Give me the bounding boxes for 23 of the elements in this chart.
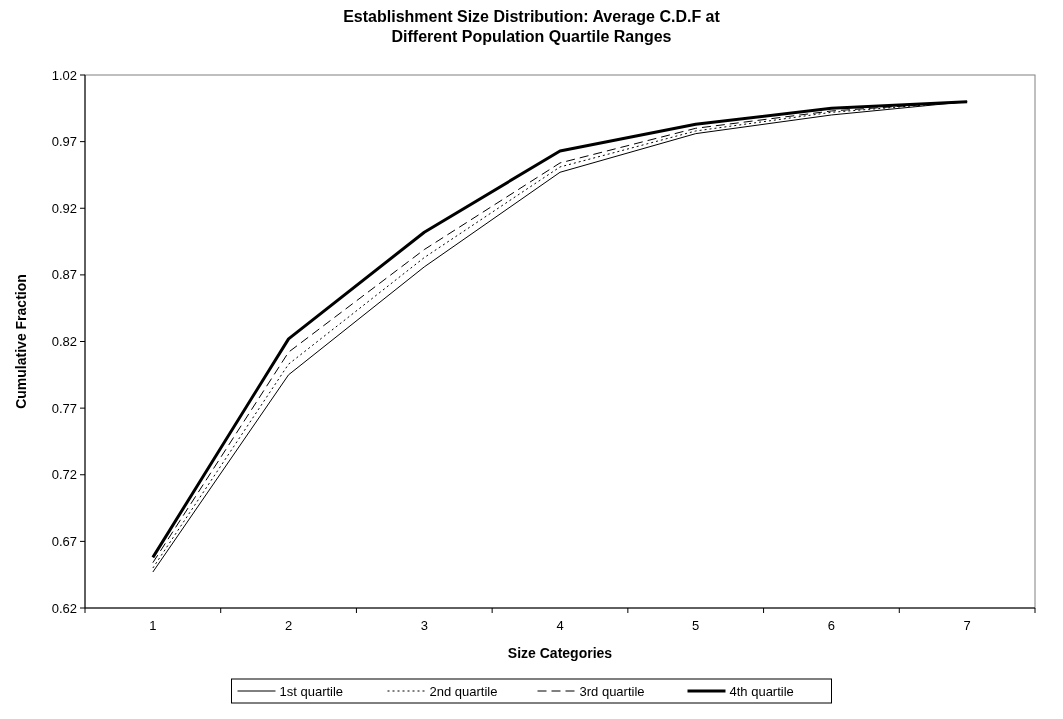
y-tick-label: 0.77 bbox=[51, 400, 77, 416]
y-tick-label: 0.97 bbox=[51, 134, 77, 150]
legend-label: 1st quartile bbox=[279, 683, 344, 699]
x-tick-label: 4 bbox=[556, 618, 564, 633]
y-tick-label: 0.87 bbox=[51, 267, 77, 283]
y-axis-title: Cumulative Fraction bbox=[13, 274, 29, 409]
x-axis-title: Size Categories bbox=[507, 645, 613, 661]
y-tick-label: 0.72 bbox=[51, 467, 77, 483]
x-tick-label: 2 bbox=[284, 618, 293, 633]
y-tick-label: 0.92 bbox=[51, 200, 77, 216]
y-tick-label: 1.02 bbox=[51, 67, 77, 83]
legend-label: 3rd quartile bbox=[579, 683, 645, 699]
x-tick-label: 7 bbox=[963, 618, 971, 633]
y-tick-label: 0.67 bbox=[51, 533, 77, 549]
y-tick-label: 0.62 bbox=[51, 600, 77, 616]
x-tick-label: 5 bbox=[692, 618, 700, 633]
y-tick-label: 0.82 bbox=[51, 334, 77, 350]
x-tick-label: 1 bbox=[149, 618, 157, 633]
x-tick-label: 3 bbox=[420, 618, 428, 633]
legend-label: 4th quartile bbox=[729, 683, 794, 699]
x-tick-label: 6 bbox=[827, 618, 836, 633]
chart-title: Establishment Size Distribution: Average C.D.F at Different Population Quartile Ranges bbox=[343, 8, 721, 45]
legend-label: 2nd quartile bbox=[429, 683, 498, 699]
